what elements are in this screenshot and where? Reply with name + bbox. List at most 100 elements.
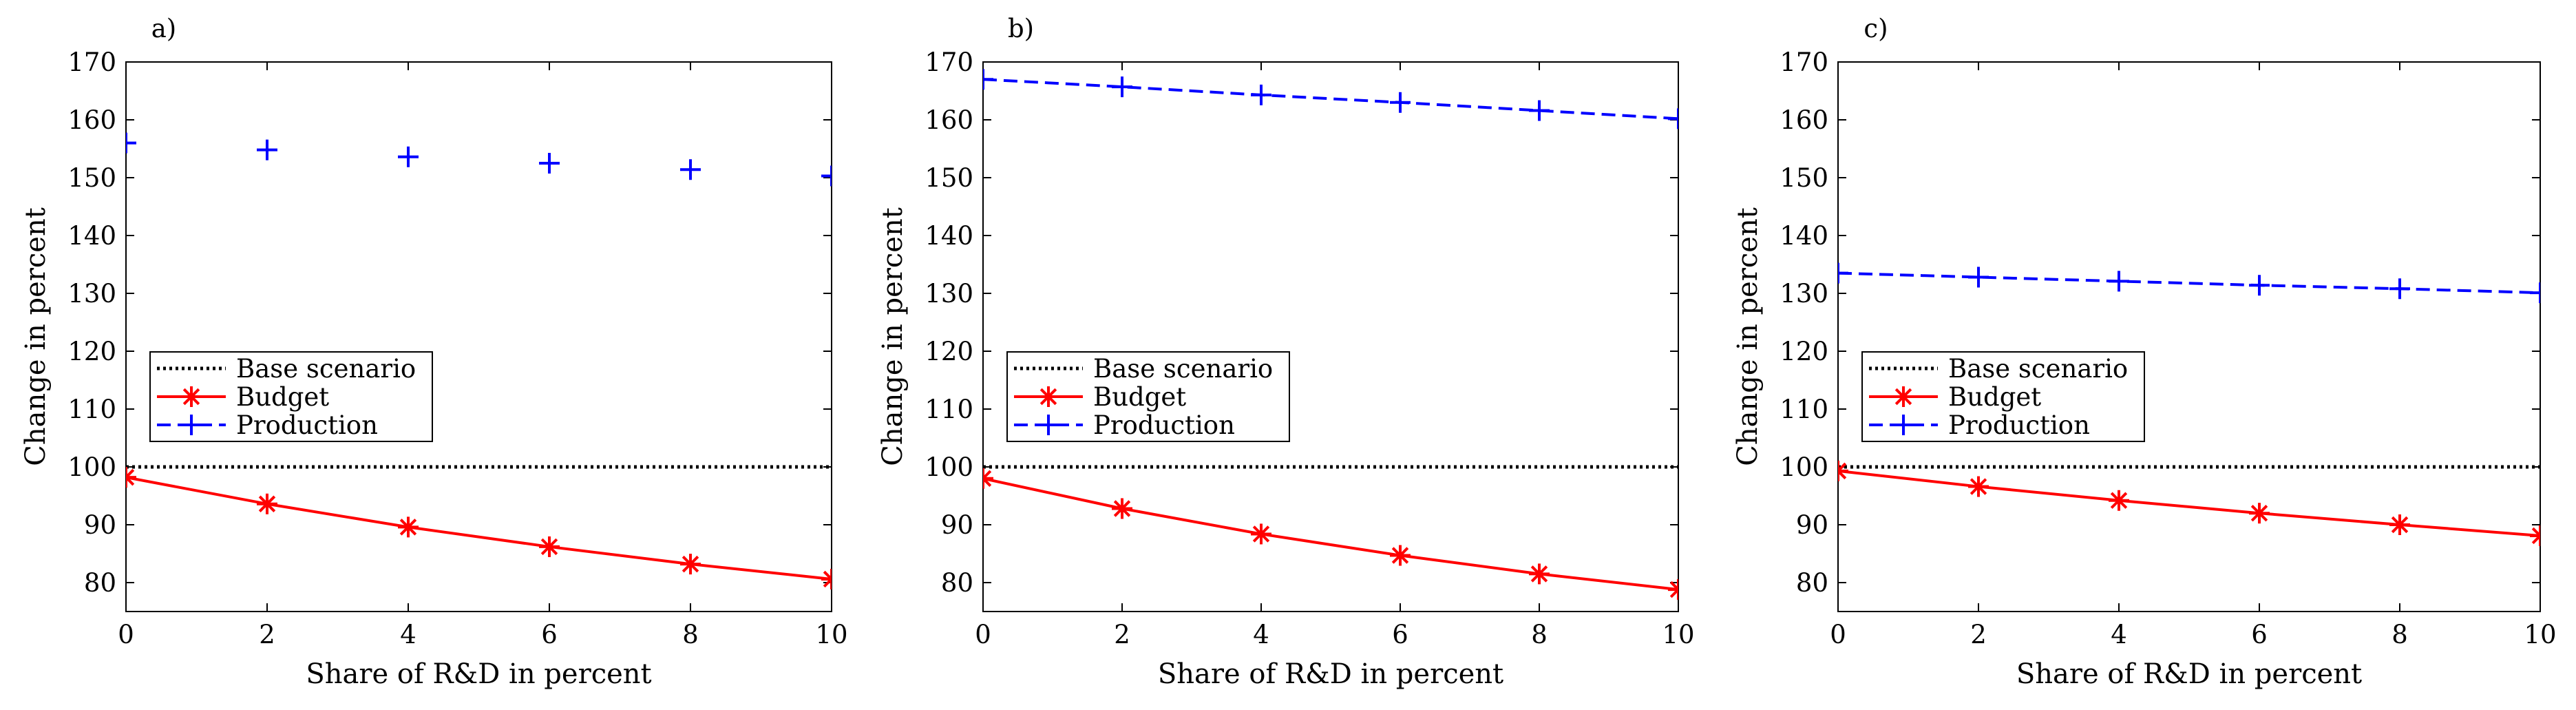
data-point-marker-d2 <box>1113 500 1131 517</box>
data-point-marker-d2 <box>2110 492 2128 509</box>
data-point-marker-d2 <box>1669 587 1678 598</box>
x-tick-label: 8 <box>1531 620 1548 649</box>
data-point-marker-d2 <box>2391 516 2409 534</box>
data-point-marker-d2 <box>126 468 135 479</box>
data-point-marker <box>680 159 701 180</box>
data-point-marker <box>1112 76 1132 98</box>
data-point-marker <box>1968 267 1989 288</box>
y-tick-label: 90 <box>84 510 116 540</box>
data-point-marker <box>1968 476 1989 497</box>
data-point-marker-d1 <box>1838 469 1847 480</box>
legend-marker-d2 <box>1039 388 1057 406</box>
y-tick-label: 140 <box>67 221 116 251</box>
legend-marker-d2 <box>182 388 200 406</box>
data-point-marker-d2 <box>983 470 992 481</box>
data-point-marker-d2 <box>682 555 699 573</box>
y-tick-label: 170 <box>925 48 973 77</box>
x-tick-label: 2 <box>259 620 275 649</box>
legend-entry: Production <box>157 410 378 440</box>
y-tick-label: 170 <box>67 48 116 77</box>
legend-marker <box>181 415 202 435</box>
y-tick-label: 80 <box>941 568 973 598</box>
y-tick-label: 130 <box>67 279 116 309</box>
y-axis-label: Change in percent <box>1732 207 1764 466</box>
data-point-marker-d1 <box>1669 581 1678 592</box>
legend-marker <box>1893 415 1914 435</box>
legend-marker-d2 <box>1894 388 1912 406</box>
data-point-marker <box>2249 275 2270 296</box>
data-point-marker <box>1668 579 1678 601</box>
data-point-marker <box>2530 525 2540 546</box>
legend-marker <box>1893 386 1914 407</box>
legend-label: Production <box>1948 410 2090 440</box>
y-tick-label: 160 <box>1780 105 1828 135</box>
data-point-marker-d2 <box>2250 504 2268 522</box>
data-point-marker-d2 <box>1530 565 1548 583</box>
x-axis-label: Share of R&D in percent <box>2016 658 2362 690</box>
x-tick-label: 6 <box>2251 620 2268 649</box>
y-tick-label: 110 <box>1780 395 1828 424</box>
y-tick-label: 100 <box>67 452 116 482</box>
y-tick-label: 130 <box>1780 279 1828 309</box>
data-point-marker-d2 <box>1838 462 1847 473</box>
panel-label: b) <box>1008 14 1034 43</box>
x-tick-label: 10 <box>1662 620 1694 649</box>
data-point-marker <box>1838 262 1848 284</box>
data-point-marker <box>2530 282 2540 304</box>
y-tick-label: 150 <box>67 163 116 193</box>
data-point-marker <box>1251 523 1271 545</box>
legend-label: Production <box>1093 410 1235 440</box>
data-point-marker <box>821 165 832 187</box>
y-tick-label: 90 <box>941 510 973 540</box>
plot-area <box>125 61 832 612</box>
data-point-marker <box>983 468 993 489</box>
data-point-marker <box>2249 503 2270 524</box>
legend-entry: Budget <box>1014 382 1186 412</box>
x-tick-label: 6 <box>1392 620 1408 649</box>
data-point-marker-d2 <box>2531 534 2540 545</box>
x-tick-label: 10 <box>2524 620 2556 649</box>
legend-label: Budget <box>1948 382 2041 412</box>
legend-label: Budget <box>1093 382 1186 412</box>
data-point-marker-d2 <box>1252 525 1270 543</box>
legend-marker <box>181 386 202 407</box>
legend-entry: Base scenario <box>1014 354 1273 384</box>
y-tick-label: 110 <box>925 395 973 424</box>
y-tick-label: 160 <box>925 105 973 135</box>
y-tick-label: 170 <box>1780 48 1828 77</box>
legend-entry: Base scenario <box>1869 354 2128 384</box>
y-tick-label: 110 <box>67 395 116 424</box>
y-axis-label: Change in percent <box>877 207 909 466</box>
series-production <box>1838 262 2540 304</box>
data-point-marker-d1 <box>823 570 832 581</box>
data-point-marker <box>257 493 277 514</box>
data-point-marker <box>1668 108 1678 129</box>
x-tick-label: 4 <box>2111 620 2127 649</box>
data-point-marker <box>398 516 419 538</box>
y-tick-label: 160 <box>67 105 116 135</box>
y-tick-label: 140 <box>1780 221 1828 251</box>
data-point-marker-d2 <box>1391 547 1409 564</box>
series-budget <box>126 467 832 589</box>
y-tick-label: 100 <box>1780 452 1828 482</box>
y-tick-label: 80 <box>84 568 116 598</box>
chart-panel-1: 80 90 100 110 120 130 140 150 160 170 0 2 4 6 8 10 Share… <box>20 14 848 690</box>
data-point-marker-d1 <box>2531 527 2540 538</box>
y-tick-label: 150 <box>1780 163 1828 193</box>
legend-label: Production <box>236 410 378 440</box>
y-tick-label: 120 <box>925 337 973 366</box>
x-tick-label: 8 <box>682 620 699 649</box>
x-tick-label: 6 <box>541 620 558 649</box>
data-point-marker-d1 <box>126 475 135 486</box>
legend-entry: Base scenario <box>157 354 416 384</box>
x-tick-label: 4 <box>400 620 416 649</box>
y-tick-label: 80 <box>1796 568 1828 598</box>
y-tick-label: 130 <box>925 279 973 309</box>
data-point-marker <box>1251 84 1271 105</box>
data-point-marker <box>2109 271 2129 292</box>
data-point-marker <box>983 69 993 90</box>
plot-area <box>982 61 1679 612</box>
series-line <box>1838 469 2540 537</box>
